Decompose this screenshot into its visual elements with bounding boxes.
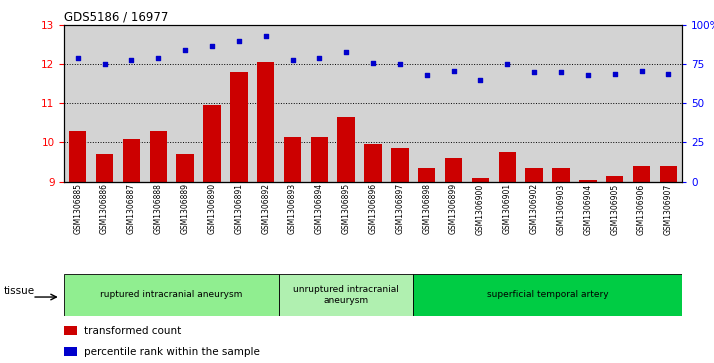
Text: GSM1306902: GSM1306902 — [530, 183, 538, 234]
Point — [609, 71, 620, 77]
Text: GSM1306886: GSM1306886 — [100, 183, 109, 234]
Text: GSM1306891: GSM1306891 — [234, 183, 243, 234]
Point — [313, 55, 325, 61]
Bar — [364, 144, 382, 182]
Text: GSM1306904: GSM1306904 — [583, 183, 593, 234]
Bar — [64, 274, 279, 316]
Bar — [526, 168, 543, 182]
Text: tissue: tissue — [4, 286, 35, 296]
Bar — [69, 131, 86, 182]
Bar — [257, 62, 274, 182]
Point — [126, 57, 137, 63]
Bar — [338, 117, 355, 182]
Bar — [149, 131, 167, 182]
Point — [394, 61, 406, 68]
Point — [421, 73, 433, 78]
Point — [287, 57, 298, 63]
Text: GSM1306905: GSM1306905 — [610, 183, 619, 234]
Point — [341, 49, 352, 55]
Text: GSM1306901: GSM1306901 — [503, 183, 512, 234]
Bar — [391, 148, 408, 182]
Bar — [123, 139, 140, 182]
Text: GSM1306897: GSM1306897 — [396, 183, 404, 234]
Point — [260, 33, 271, 39]
Text: GSM1306896: GSM1306896 — [368, 183, 378, 234]
Text: unruptured intracranial
aneurysm: unruptured intracranial aneurysm — [293, 285, 399, 305]
Point — [99, 61, 110, 68]
Bar — [283, 136, 301, 182]
Bar — [660, 166, 677, 182]
Point — [206, 43, 218, 49]
Bar — [311, 136, 328, 182]
Bar — [64, 326, 77, 335]
Bar — [203, 105, 221, 182]
Point — [448, 68, 459, 74]
Text: transformed count: transformed count — [84, 326, 181, 336]
Text: GSM1306890: GSM1306890 — [208, 183, 216, 234]
Text: GSM1306899: GSM1306899 — [449, 183, 458, 234]
Text: GSM1306892: GSM1306892 — [261, 183, 270, 234]
Bar — [498, 152, 516, 182]
Bar — [418, 168, 436, 182]
Point — [233, 38, 244, 44]
Bar — [413, 274, 682, 316]
Bar — [230, 72, 248, 182]
Text: percentile rank within the sample: percentile rank within the sample — [84, 347, 259, 357]
Text: GSM1306895: GSM1306895 — [342, 183, 351, 234]
Point — [153, 55, 164, 61]
Text: GSM1306894: GSM1306894 — [315, 183, 324, 234]
Point — [582, 73, 593, 78]
Text: GSM1306898: GSM1306898 — [422, 183, 431, 234]
Text: GSM1306893: GSM1306893 — [288, 183, 297, 234]
Text: GSM1306889: GSM1306889 — [181, 183, 190, 234]
Bar — [606, 176, 623, 182]
Point — [555, 69, 567, 75]
Text: GSM1306885: GSM1306885 — [74, 183, 82, 234]
Bar — [96, 154, 114, 182]
Text: ruptured intracranial aneurysm: ruptured intracranial aneurysm — [101, 290, 243, 299]
Text: GSM1306907: GSM1306907 — [664, 183, 673, 234]
Bar — [64, 347, 77, 356]
Point — [179, 48, 191, 53]
Point — [72, 55, 84, 61]
Point — [663, 71, 674, 77]
Text: superficial temporal artery: superficial temporal artery — [487, 290, 608, 299]
Bar — [579, 180, 597, 182]
Text: GSM1306887: GSM1306887 — [127, 183, 136, 234]
Text: GSM1306906: GSM1306906 — [637, 183, 646, 234]
Text: GSM1306903: GSM1306903 — [556, 183, 565, 234]
Point — [475, 77, 486, 83]
Bar — [176, 154, 193, 182]
Bar — [445, 158, 463, 182]
Point — [367, 60, 378, 66]
Bar — [472, 178, 489, 182]
Text: GSM1306900: GSM1306900 — [476, 183, 485, 234]
Bar — [279, 274, 413, 316]
Bar — [633, 166, 650, 182]
Text: GSM1306888: GSM1306888 — [154, 183, 163, 234]
Point — [636, 68, 648, 74]
Point — [502, 61, 513, 68]
Text: GDS5186 / 16977: GDS5186 / 16977 — [64, 11, 169, 24]
Point — [528, 69, 540, 75]
Bar — [553, 168, 570, 182]
